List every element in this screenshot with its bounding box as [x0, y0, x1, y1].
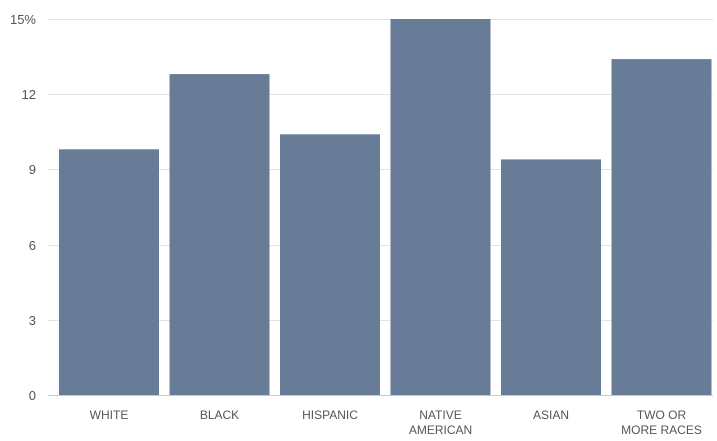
y-tick-label: 15%	[10, 12, 36, 27]
x-tick-label: ASIAN	[533, 408, 569, 422]
bar	[501, 159, 601, 395]
bar	[280, 134, 380, 396]
x-tick-label: WHITE	[90, 408, 129, 422]
bar	[169, 74, 270, 395]
x-tick-label-line: BLACK	[200, 408, 239, 422]
x-tick-label-line: AMERICAN	[409, 423, 472, 437]
x-tick-label: NATIVE AMERICAN	[409, 408, 472, 437]
y-tick-label: 12	[22, 87, 36, 102]
x-axis-labels: WHITE BLACK HISPANIC NATIVE AMERICAN ASIAN TWO…	[90, 408, 702, 437]
x-tick-label: HISPANIC	[302, 408, 358, 422]
x-tick-label-line: NATIVE	[419, 408, 461, 422]
y-tick-label: 9	[29, 162, 36, 177]
bar	[611, 59, 712, 395]
x-tick-label-line: WHITE	[90, 408, 129, 422]
x-tick-label-line: MORE RACES	[621, 423, 702, 437]
bar-layer	[59, 19, 712, 396]
bar	[59, 149, 159, 395]
bar	[390, 19, 491, 395]
y-tick-label: 0	[29, 388, 36, 403]
y-axis-labels: 0 3 6 9 12 15%	[10, 12, 36, 403]
y-tick-label: 3	[29, 313, 36, 328]
x-tick-label: BLACK	[200, 408, 239, 422]
x-tick-label-line: HISPANIC	[302, 408, 358, 422]
x-tick-label: TWO OR MORE RACES	[621, 408, 702, 437]
y-tick-label: 6	[29, 238, 36, 253]
x-tick-label-line: ASIAN	[533, 408, 569, 422]
x-tick-label-line: TWO OR	[637, 408, 687, 422]
